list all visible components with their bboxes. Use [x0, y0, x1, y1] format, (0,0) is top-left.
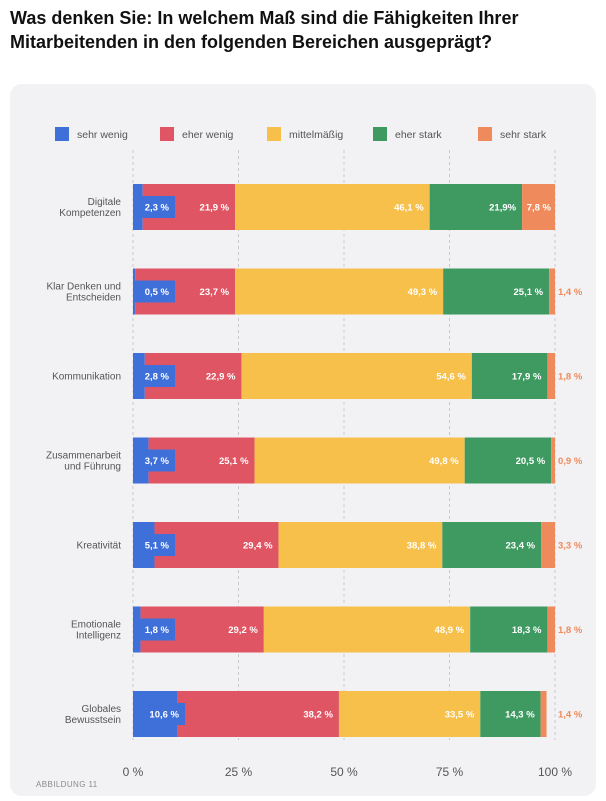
legend-label: eher stark — [395, 129, 442, 141]
bar-sehr_stark — [547, 606, 555, 653]
value-label-eher_stark: 14,3 % — [505, 710, 535, 721]
value-label-eher_wenig: 22,9 % — [206, 372, 236, 383]
value-label-eher_wenig: 21,9 % — [200, 203, 230, 214]
legend-swatch-eher_stark — [373, 127, 387, 141]
category-label: Kompetenzen — [59, 208, 121, 219]
value-badge-sehr_wenig — [133, 618, 175, 641]
value-label-eher_stark: 25,1 % — [514, 287, 544, 298]
bar-sehr_stark — [549, 268, 555, 315]
value-label-mittelmaessig: 33,5 % — [445, 710, 475, 721]
bar-eher_stark — [480, 691, 541, 737]
value-label-eher_wenig: 25,1 % — [219, 456, 249, 467]
bar-eher_stark — [471, 353, 548, 399]
category-label: Globales — [82, 704, 121, 715]
bar-sehr_stark — [522, 184, 555, 230]
value-label-sehr_stark: 1,4 % — [558, 287, 583, 298]
value-label-sehr_wenig: 5,1 % — [145, 541, 170, 552]
value-label-sehr_stark: 1,8 % — [558, 625, 583, 636]
bar-mittelmaessig — [338, 691, 481, 737]
value-label-mittelmaessig: 38,8 % — [407, 541, 437, 552]
value-label-eher_stark: 18,3 % — [512, 625, 542, 636]
bar-mittelmaessig — [263, 606, 471, 653]
x-tick-label: 100 % — [538, 765, 572, 779]
bar-sehr_stark — [547, 353, 555, 399]
value-label-eher_stark: 20,5 % — [516, 456, 546, 467]
value-label-sehr_stark: 0,9 % — [558, 456, 583, 467]
value-label-sehr_stark: 7,8 % — [527, 203, 552, 214]
value-label-sehr_wenig: 1,8 % — [145, 625, 170, 636]
category-label: und Führung — [64, 462, 121, 473]
value-label-eher_stark: 17,9 % — [512, 372, 542, 383]
bar-sehr_stark — [541, 522, 555, 568]
value-badge-sehr_wenig — [133, 703, 185, 725]
value-label-mittelmaessig: 54,6 % — [436, 372, 466, 383]
value-label-sehr_stark: 3,3 % — [558, 541, 583, 552]
bar-sehr_stark — [551, 437, 555, 484]
bar-eher_wenig — [177, 691, 339, 737]
category-label: Zusammenarbeit — [46, 451, 121, 462]
legend-label: sehr wenig — [77, 129, 128, 141]
value-label-sehr_wenig: 2,3 % — [145, 203, 170, 214]
bar-mittelmaessig — [235, 184, 430, 230]
value-badge-sehr_wenig — [133, 534, 175, 556]
x-tick-label: 75 % — [436, 765, 464, 779]
x-tick-label: 25 % — [225, 765, 253, 779]
bar-mittelmaessig — [235, 268, 444, 315]
legend-swatch-sehr_stark — [478, 127, 492, 141]
value-label-sehr_stark: 1,8 % — [558, 372, 583, 383]
category-label: Emotionale — [71, 620, 121, 631]
legend-label: sehr stark — [500, 129, 547, 141]
bar-eher_stark — [429, 184, 523, 230]
legend-swatch-sehr_wenig — [55, 127, 69, 141]
bar-sehr_stark — [540, 691, 547, 737]
bar-eher_stark — [464, 437, 552, 484]
x-tick-label: 0 % — [123, 765, 144, 779]
value-label-mittelmaessig: 46,1 % — [394, 203, 424, 214]
legend-swatch-eher_wenig — [160, 127, 174, 141]
category-label: Klar Denken und — [47, 282, 122, 293]
category-label: Entscheiden — [66, 293, 121, 304]
bar-eher_wenig — [154, 522, 279, 568]
category-label: Kreativität — [77, 541, 122, 552]
bar-mittelmaessig — [278, 522, 443, 568]
category-label: Kommunikation — [52, 372, 121, 383]
legend-swatch-mittelmaessig — [267, 127, 281, 141]
bar-eher_stark — [443, 268, 550, 315]
value-label-sehr_wenig: 2,8 % — [145, 372, 170, 383]
value-label-mittelmaessig: 49,3 % — [408, 287, 438, 298]
legend-label: mittelmäßig — [289, 129, 343, 141]
value-badge-sehr_wenig — [133, 365, 175, 387]
x-tick-label: 50 % — [330, 765, 358, 779]
value-label-sehr_wenig: 10,6 % — [149, 710, 179, 721]
category-label: Bewusstsein — [65, 715, 121, 726]
value-label-mittelmaessig: 49,8 % — [429, 456, 459, 467]
value-label-sehr_wenig: 0,5 % — [145, 287, 170, 298]
bar-eher_stark — [470, 606, 548, 653]
value-label-sehr_wenig: 3,7 % — [145, 456, 170, 467]
chart-title: Was denken Sie: In welchem Maß sind die … — [10, 8, 519, 52]
figure-label: ABBILDUNG 11 — [36, 780, 98, 789]
value-label-eher_wenig: 23,7 % — [200, 287, 230, 298]
value-badge-sehr_wenig — [133, 280, 175, 303]
value-badge-sehr_wenig — [133, 196, 175, 218]
value-label-eher_wenig: 29,4 % — [243, 541, 273, 552]
bar-mittelmaessig — [241, 353, 472, 399]
value-label-eher_stark: 23,4 % — [505, 541, 535, 552]
bar-mittelmaessig — [254, 437, 465, 484]
value-label-eher_stark: 21,9% — [489, 203, 516, 214]
value-badge-sehr_wenig — [133, 449, 175, 472]
bar-eher_stark — [442, 522, 542, 568]
value-label-eher_wenig: 29,2 % — [228, 625, 258, 636]
legend-label: eher wenig — [182, 129, 234, 141]
category-label: Intelligenz — [76, 631, 121, 642]
value-label-eher_wenig: 38,2 % — [303, 710, 333, 721]
value-label-sehr_stark: 1,4 % — [558, 710, 583, 721]
category-label: Digitale — [88, 197, 122, 208]
value-label-mittelmaessig: 48,9 % — [435, 625, 465, 636]
